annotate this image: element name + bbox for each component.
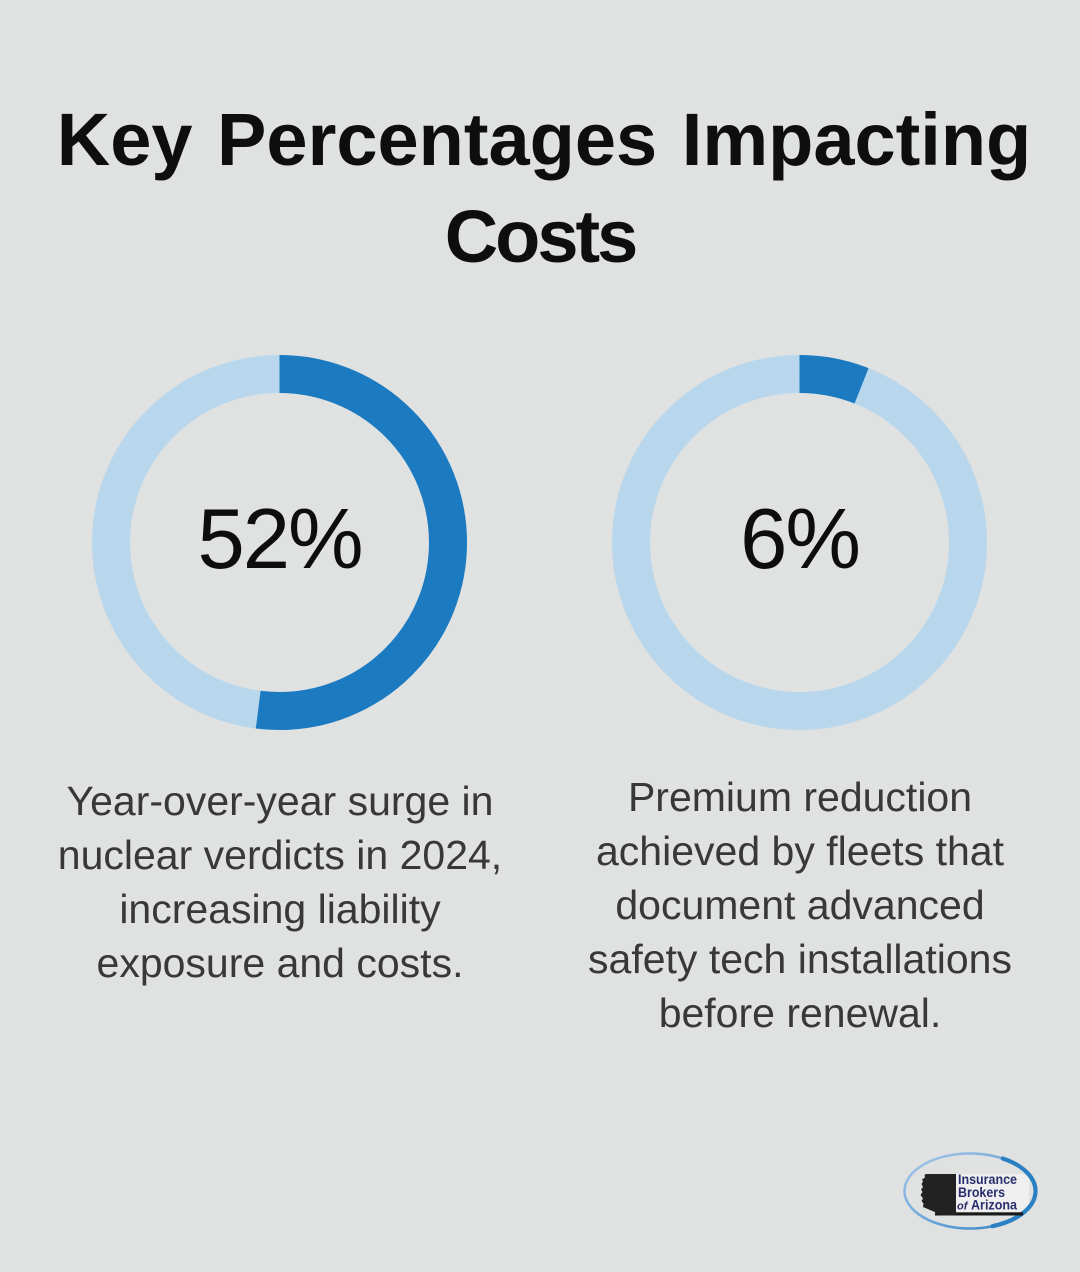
svg-text:Insurance: Insurance [958,1172,1017,1187]
svg-text:Brokers: Brokers [958,1185,1005,1200]
svg-text:Arizona: Arizona [971,1198,1017,1213]
svg-text:of: of [957,1201,969,1213]
